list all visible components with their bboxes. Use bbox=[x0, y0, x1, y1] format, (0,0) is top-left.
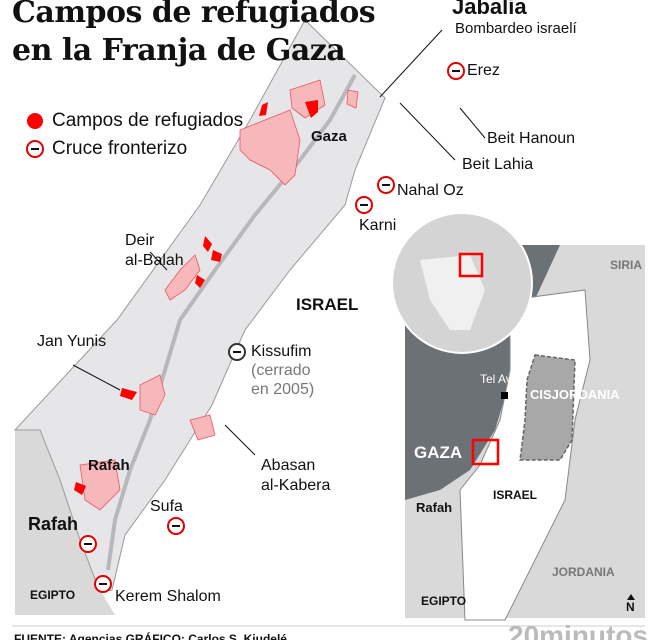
label-deir-1: Deir bbox=[125, 232, 155, 249]
brand-logo: 20minutos bbox=[508, 620, 649, 640]
label-kissufim-note-1: (cerrado bbox=[251, 362, 311, 379]
camp-beach bbox=[259, 102, 268, 116]
inset-label-siria: SIRIA bbox=[610, 258, 643, 272]
globe-locator-box bbox=[458, 252, 484, 278]
label-jan-yunis: Jan Yunis bbox=[37, 333, 107, 350]
label-karni: Karni bbox=[359, 217, 397, 234]
main-road bbox=[106, 74, 357, 571]
label-kerem-shalom: Kerem Shalom bbox=[115, 588, 221, 605]
crossing-nahal-oz-icon bbox=[377, 176, 395, 194]
inset-label-cisjordania: CISJORDANIA bbox=[530, 387, 620, 402]
crossing-erez-icon bbox=[447, 62, 465, 80]
border-crossings bbox=[26, 62, 465, 593]
title-line-2: en la Franja de Gaza bbox=[12, 33, 346, 68]
label-nahal-oz: Nahal Oz bbox=[397, 182, 464, 199]
label-gaza-city: Gaza bbox=[311, 128, 347, 145]
label-beit-lahia: Beit Lahia bbox=[462, 156, 534, 173]
urban-jan-yunis bbox=[139, 374, 166, 416]
leader-lines bbox=[72, 29, 486, 456]
crossing-rafah-icon bbox=[79, 535, 97, 553]
label-erez: Erez bbox=[467, 62, 500, 79]
gaza-locator-box bbox=[471, 438, 500, 466]
legend-camps-label: Campos de refugiados bbox=[52, 110, 244, 131]
legend-crossing-icon bbox=[26, 140, 44, 158]
label-beit-hanoun: Beit Hanoun bbox=[487, 130, 576, 147]
label-rafah: Rafah bbox=[28, 514, 79, 534]
north-arrow-icon bbox=[627, 594, 635, 600]
inset-label-israel: ISRAEL bbox=[493, 488, 538, 502]
crossing-kerem-shalom-icon bbox=[94, 575, 112, 593]
label-abasan-2: al-Kabera bbox=[261, 477, 331, 494]
label-rafah-camp: Rafah bbox=[88, 457, 130, 474]
inset-westbank bbox=[519, 354, 576, 461]
camp-rafah bbox=[74, 482, 86, 495]
footer-graphic: GRÁFICO: Carlos S. Kiudelé bbox=[125, 632, 287, 640]
crossing-kissufim-icon bbox=[228, 343, 246, 361]
label-kissufim: Kissufim bbox=[251, 343, 312, 360]
inset-label-egipto: EGIPTO bbox=[421, 594, 467, 608]
footer-credits: FUENTE: Agencias GRÁFICO: Carlos S. Kiud… bbox=[14, 632, 287, 640]
urban-deir bbox=[164, 254, 201, 301]
crossing-karni-icon bbox=[355, 196, 373, 214]
crossing-sufa-icon bbox=[167, 517, 185, 535]
camp-jan-yunis bbox=[120, 388, 137, 400]
inset-label-tel-aviv: Tel Aviv bbox=[480, 372, 521, 386]
urban-gaza bbox=[239, 109, 301, 186]
label-abasan-1: Abasan bbox=[261, 457, 316, 474]
inset-label-gaza: GAZA bbox=[414, 443, 463, 462]
label-jabalia: Jabalia bbox=[452, 0, 527, 19]
inset-map bbox=[391, 212, 645, 621]
label-bombardeo: Bombardeo israelí bbox=[455, 20, 577, 37]
urban-beit-hanoun bbox=[346, 89, 359, 109]
label-kissufim-note-2: en 2005) bbox=[251, 381, 315, 398]
urban-areas bbox=[79, 79, 359, 511]
urban-abasan bbox=[189, 414, 216, 441]
urban-rafah bbox=[79, 459, 121, 511]
inset-label-rafah: Rafah bbox=[416, 500, 453, 515]
footer-source: FUENTE: Agencias bbox=[14, 632, 123, 640]
label-deir-2: al-Balah bbox=[125, 252, 184, 269]
legend-camp-icon bbox=[27, 113, 43, 129]
camp-deir-1 bbox=[203, 236, 212, 252]
label-israel: ISRAEL bbox=[296, 295, 359, 314]
refugee-camps bbox=[74, 100, 318, 495]
title-line-1: Campos de refugiados bbox=[12, 0, 376, 30]
camp-deir-3 bbox=[195, 275, 205, 288]
label-sufa: Sufa bbox=[150, 498, 183, 515]
legend-crossing-label: Cruce fronterizo bbox=[52, 138, 188, 159]
camp-jabalia bbox=[305, 100, 318, 118]
inset-north-label: N bbox=[626, 600, 635, 614]
inset-label-jordania: JORDANIA bbox=[552, 565, 615, 579]
tel-aviv-marker bbox=[501, 392, 508, 399]
camp-deir-2 bbox=[211, 250, 222, 262]
label-egipto: EGIPTO bbox=[30, 588, 76, 602]
